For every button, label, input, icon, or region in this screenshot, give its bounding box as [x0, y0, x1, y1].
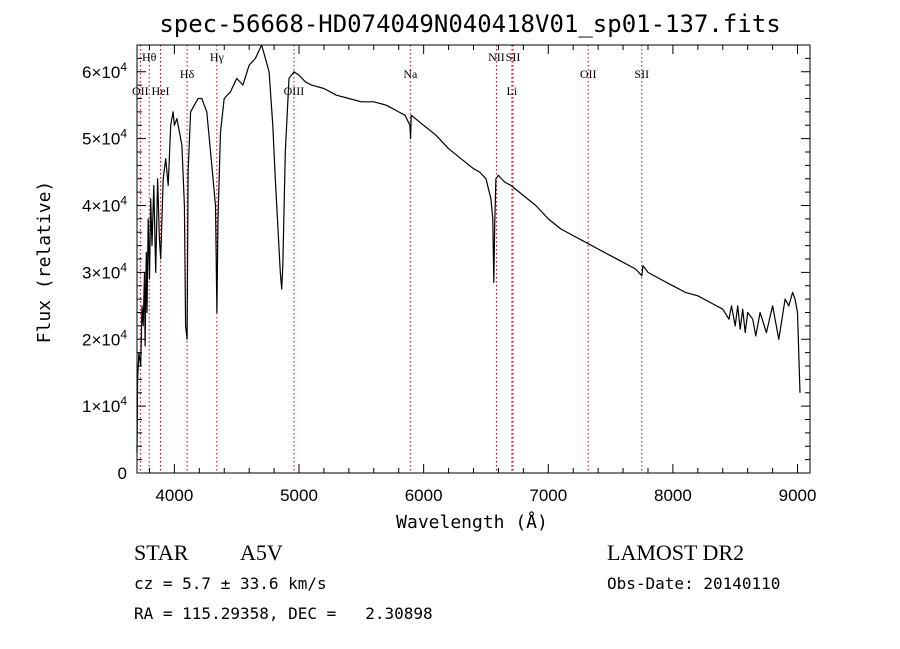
plot-frame	[136, 44, 811, 474]
spectral-line-label: Hθ	[142, 50, 157, 64]
y-tick-label: 2×104	[82, 327, 127, 349]
spectral-class: A5V	[240, 540, 283, 565]
spectral-line-label: SII	[506, 50, 521, 64]
x-tick-label: 8000	[654, 486, 692, 505]
redshift-readout: cz = 5.7 ± 33.6 km/s	[134, 574, 327, 593]
spectral-line-label: Li	[507, 84, 518, 98]
y-tick-label: 6×104	[82, 60, 127, 82]
spectral-line-label: HeI	[152, 84, 170, 98]
x-tick-label: 7000	[529, 486, 567, 505]
y-tick-label: 3×104	[82, 260, 127, 282]
x-tick-label: 6000	[405, 486, 443, 505]
x-tick-label: 9000	[779, 486, 817, 505]
y-tick-label: 0	[118, 464, 127, 483]
spectral-line-label: NII	[488, 50, 505, 64]
frame-layer	[136, 44, 811, 474]
spectral-line-label: Hδ	[180, 67, 195, 81]
spectral-line-label: SII	[634, 67, 649, 81]
x-tick-label: 5000	[280, 486, 318, 505]
spectral-line-label: OII	[580, 67, 597, 81]
y-tick-label: 5×104	[82, 127, 127, 149]
spectrum-layer	[136, 44, 801, 453]
spectral-line-label: OII	[132, 84, 149, 98]
obs-date: Obs-Date: 20140110	[607, 574, 781, 593]
object-type: STAR	[134, 540, 189, 565]
chart-title: spec-56668-HD074049N040418V01_sp01-137.f…	[159, 10, 780, 38]
y-axis-label: Flux (relative)	[34, 181, 55, 344]
y-tick-label: 1×104	[82, 394, 127, 416]
coordinates: RA = 115.29358, DEC = 2.30898	[134, 604, 433, 623]
survey-name: LAMOST DR2	[607, 540, 745, 565]
spectral-line-label: OIII	[284, 84, 305, 98]
spectral-line-label: Hγ	[210, 50, 225, 64]
x-tick-label: 4000	[155, 486, 193, 505]
x-axis-label: Wavelength (Å)	[396, 511, 548, 533]
y-tick-layer: 0 1×104 2×104 3×104 4×104 5×104 6×104	[82, 44, 810, 483]
spectral-line-label: Na	[403, 67, 418, 81]
x-tick-layer: 4000 5000 6000 7000 8000 9000	[148, 45, 817, 505]
spectrum-line	[136, 44, 801, 453]
y-tick-label: 4×104	[82, 194, 127, 216]
